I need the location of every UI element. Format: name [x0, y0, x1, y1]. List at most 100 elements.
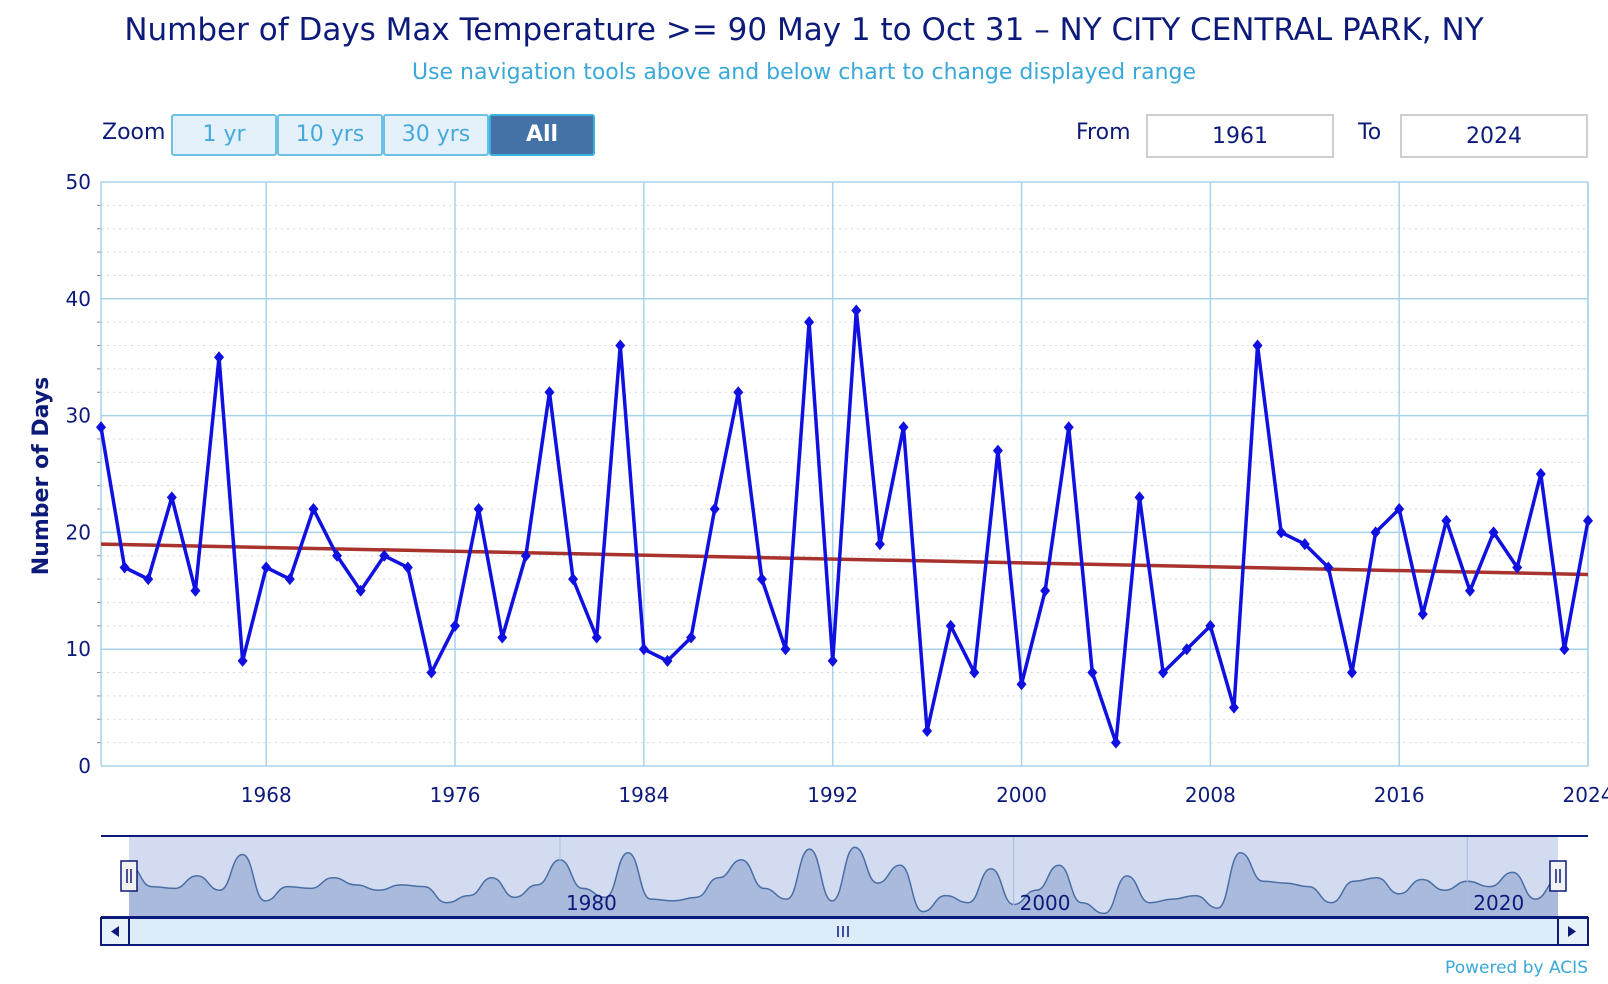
navigator-left-handle[interactable] — [120, 860, 138, 892]
zoom-all-button[interactable]: All — [489, 114, 595, 156]
data-point — [1063, 421, 1074, 434]
x-axis-ticks: 1968 1976 1984 1992 2000 2008 2016 2024 — [241, 783, 1608, 807]
data-point — [166, 491, 177, 504]
data-point — [1488, 526, 1499, 539]
data-point — [1417, 608, 1428, 621]
data-point — [1228, 701, 1239, 714]
data-point — [1370, 526, 1381, 539]
zoom-label: Zoom — [102, 120, 166, 145]
navigator-area — [129, 847, 1558, 917]
chart-title: Number of Days Max Temperature >= 90 May… — [124, 12, 1484, 48]
from-input[interactable] — [1146, 114, 1334, 158]
x-tick-label: 1984 — [618, 783, 669, 807]
data-point — [1464, 584, 1475, 597]
to-label: To — [1358, 120, 1382, 145]
data-point — [497, 631, 508, 644]
x-tick-label: 2008 — [1185, 783, 1236, 807]
chart-subtitle: Use navigation tools above and below cha… — [411, 60, 1197, 85]
data-point — [1110, 736, 1121, 749]
data-point — [1087, 666, 1098, 679]
y-tick-label: 50 — [66, 170, 91, 194]
data-point — [638, 643, 649, 656]
data-point — [709, 503, 720, 516]
data-point — [1040, 584, 1051, 597]
data-point — [992, 444, 1003, 457]
data-point — [237, 654, 248, 667]
data-point — [261, 561, 272, 574]
x-tick-label: 2024 — [1563, 783, 1608, 807]
trend-line — [100, 542, 1589, 577]
data-point — [898, 421, 909, 434]
data-point — [756, 573, 767, 586]
data-point — [473, 503, 484, 516]
y-axis-label: Number of Days — [29, 377, 54, 575]
data-point — [922, 724, 933, 737]
data-point — [284, 573, 295, 586]
data-point — [827, 654, 838, 667]
y-tick-label: 20 — [66, 520, 91, 544]
x-tick-label: 2000 — [996, 783, 1047, 807]
data-point — [733, 386, 744, 399]
data-point — [379, 549, 390, 562]
x-tick-label: 1968 — [241, 783, 292, 807]
data-point — [1158, 666, 1169, 679]
zoom-1yr-button[interactable]: 1 yr — [171, 114, 277, 156]
data-point — [450, 619, 461, 632]
navigator-tick-label: 1980 — [566, 891, 617, 915]
zoom-30yrs-button[interactable]: 30 yrs — [383, 114, 489, 156]
navigator-right-handle[interactable] — [1549, 860, 1567, 892]
data-point — [1252, 339, 1263, 352]
data-point — [190, 584, 201, 597]
series-markers — [96, 304, 1593, 749]
data-point — [96, 421, 106, 434]
data-point — [520, 549, 531, 562]
data-point — [214, 351, 225, 364]
navigator-tick-label: 2000 — [1020, 891, 1071, 915]
data-point — [1299, 538, 1310, 551]
data-point — [1346, 666, 1357, 679]
data-point — [332, 549, 343, 562]
scroll-left-arrow-icon — [111, 926, 119, 937]
data-point — [308, 503, 319, 516]
data-point — [1016, 678, 1027, 691]
data-point — [1134, 491, 1145, 504]
data-point — [426, 666, 437, 679]
y-tick-label: 10 — [66, 637, 91, 661]
minor-gridlines — [97, 204, 1588, 744]
y-axis-ticks: 0 10 20 30 40 50 — [66, 170, 91, 778]
data-point — [544, 386, 555, 399]
data-point — [1323, 561, 1334, 574]
data-point — [1205, 619, 1216, 632]
major-gridlines — [100, 181, 1589, 767]
data-point — [874, 538, 885, 551]
y-tick-label: 0 — [78, 754, 91, 778]
trend-segment — [100, 542, 1589, 577]
data-point — [1559, 643, 1570, 656]
data-point — [355, 584, 366, 597]
zoom-10yrs-button[interactable]: 10 yrs — [277, 114, 383, 156]
data-point — [402, 561, 413, 574]
navigator-tick-label: 2020 — [1473, 891, 1524, 915]
data-point — [780, 643, 791, 656]
navigator[interactable]: 1980 2000 2020 — [100, 835, 1589, 946]
from-label: From — [1076, 120, 1131, 145]
data-point — [568, 573, 579, 586]
data-point — [143, 573, 154, 586]
data-point — [969, 666, 980, 679]
data-point — [1535, 468, 1546, 480]
to-input[interactable] — [1400, 114, 1588, 158]
data-point — [686, 631, 697, 644]
data-point — [1512, 561, 1523, 574]
data-point — [1441, 514, 1452, 527]
y-tick-label: 40 — [66, 287, 91, 311]
data-point — [851, 304, 862, 317]
data-point — [945, 619, 956, 632]
data-point — [1394, 503, 1405, 516]
data-point — [1181, 643, 1192, 656]
data-point — [1583, 514, 1593, 527]
navigator-line — [128, 846, 1559, 915]
data-point — [119, 561, 130, 574]
x-tick-label: 1992 — [807, 783, 858, 807]
series-path — [99, 308, 1590, 745]
powered-by-credit[interactable]: Powered by ACIS — [1445, 958, 1588, 978]
